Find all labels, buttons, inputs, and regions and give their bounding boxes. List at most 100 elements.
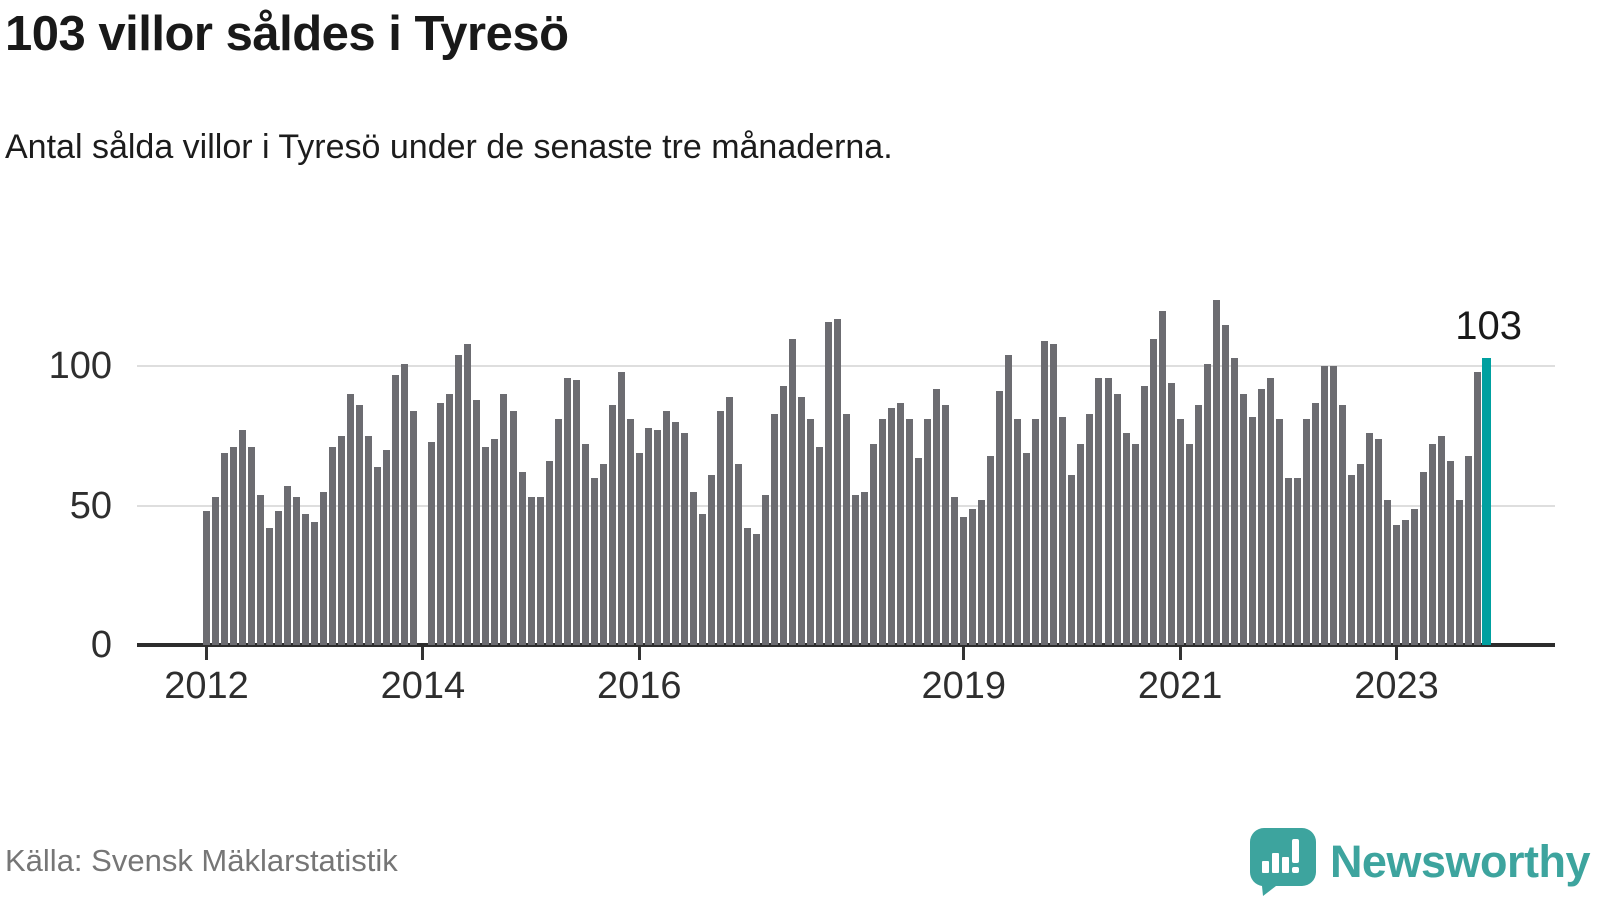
bar <box>689 491 697 645</box>
bar <box>203 511 210 645</box>
bar <box>275 511 283 645</box>
bar <box>1167 383 1175 645</box>
bar <box>572 380 580 645</box>
bar <box>347 394 355 645</box>
bar <box>356 405 364 645</box>
bar <box>311 522 319 645</box>
bar <box>1266 377 1274 645</box>
bar <box>1257 388 1265 645</box>
x-axis-tick-mark <box>421 647 425 660</box>
bar <box>1374 438 1382 645</box>
bar <box>230 447 238 645</box>
bar <box>626 419 634 645</box>
bar <box>212 497 219 645</box>
bar <box>770 413 778 645</box>
bar <box>1203 363 1211 645</box>
bar <box>1104 377 1112 645</box>
bar <box>1050 344 1058 645</box>
newsworthy-logo-text: Newsworthy <box>1329 836 1591 887</box>
bar <box>1086 413 1094 645</box>
bar <box>374 466 382 645</box>
bar <box>1077 444 1085 645</box>
bar <box>788 338 796 645</box>
bar <box>293 497 301 645</box>
bar <box>816 447 824 645</box>
bar <box>834 319 842 645</box>
bar <box>1023 452 1031 645</box>
bar <box>1032 419 1040 645</box>
bar <box>536 497 544 645</box>
bar <box>464 344 472 645</box>
bar <box>915 458 923 645</box>
bar <box>428 441 436 645</box>
bar <box>978 500 986 645</box>
bar <box>554 419 562 645</box>
bar <box>1447 461 1455 645</box>
bar <box>1149 338 1157 645</box>
bar <box>1356 463 1364 645</box>
bar <box>1347 475 1355 645</box>
bar <box>563 377 571 645</box>
bar <box>1122 433 1130 645</box>
bar <box>320 491 328 645</box>
bar <box>843 413 851 645</box>
bar <box>996 391 1004 645</box>
bar <box>392 374 400 645</box>
bar <box>410 410 418 645</box>
bar <box>1392 525 1400 645</box>
bar <box>1014 419 1022 645</box>
y-axis-tick-label: 50 <box>69 484 112 527</box>
bar <box>221 452 229 645</box>
bar <box>1068 475 1076 645</box>
bar <box>1221 324 1229 645</box>
bar <box>329 447 337 645</box>
bar <box>1383 500 1391 645</box>
bar <box>455 355 463 645</box>
bar <box>446 394 454 645</box>
bar <box>1185 444 1193 645</box>
bar <box>599 463 607 645</box>
bar <box>734 463 742 645</box>
x-axis-line <box>137 643 1555 647</box>
bar <box>1194 405 1202 645</box>
bar <box>1311 402 1319 645</box>
bar <box>779 385 787 645</box>
bar <box>861 491 869 645</box>
bar <box>518 472 526 645</box>
bar <box>1438 436 1446 645</box>
bar <box>725 397 733 645</box>
newsworthy-logo-icon <box>1249 828 1316 896</box>
bar <box>761 494 769 645</box>
bar <box>1302 419 1310 645</box>
bar <box>590 477 598 645</box>
x-axis-tick-mark <box>1394 647 1398 660</box>
bar <box>1140 385 1148 645</box>
bar <box>870 444 878 645</box>
bar <box>1474 371 1482 645</box>
bar <box>888 408 896 645</box>
source-note: Källa: Svensk Mäklarstatistik <box>5 843 398 878</box>
bar <box>743 528 751 645</box>
x-axis-tick-mark <box>962 647 966 660</box>
bar <box>1131 444 1139 645</box>
bar <box>302 514 310 645</box>
bar <box>716 410 724 645</box>
bar <box>1293 477 1301 645</box>
x-axis-tick-mark <box>637 647 641 660</box>
bar <box>662 410 670 645</box>
bar <box>644 427 652 645</box>
bar <box>960 516 968 645</box>
newsworthy-logo: Newsworthy <box>1249 828 1591 896</box>
latest-value-annotation: 103 <box>1455 304 1522 349</box>
bar <box>1095 377 1103 645</box>
bar <box>1113 394 1121 645</box>
bar <box>1158 310 1166 645</box>
bar <box>897 402 905 645</box>
bar <box>1456 500 1464 645</box>
bar <box>807 419 814 645</box>
bar <box>239 430 247 645</box>
bar <box>401 363 409 645</box>
bar <box>933 388 941 645</box>
bar <box>1465 455 1473 645</box>
bar <box>951 497 959 645</box>
